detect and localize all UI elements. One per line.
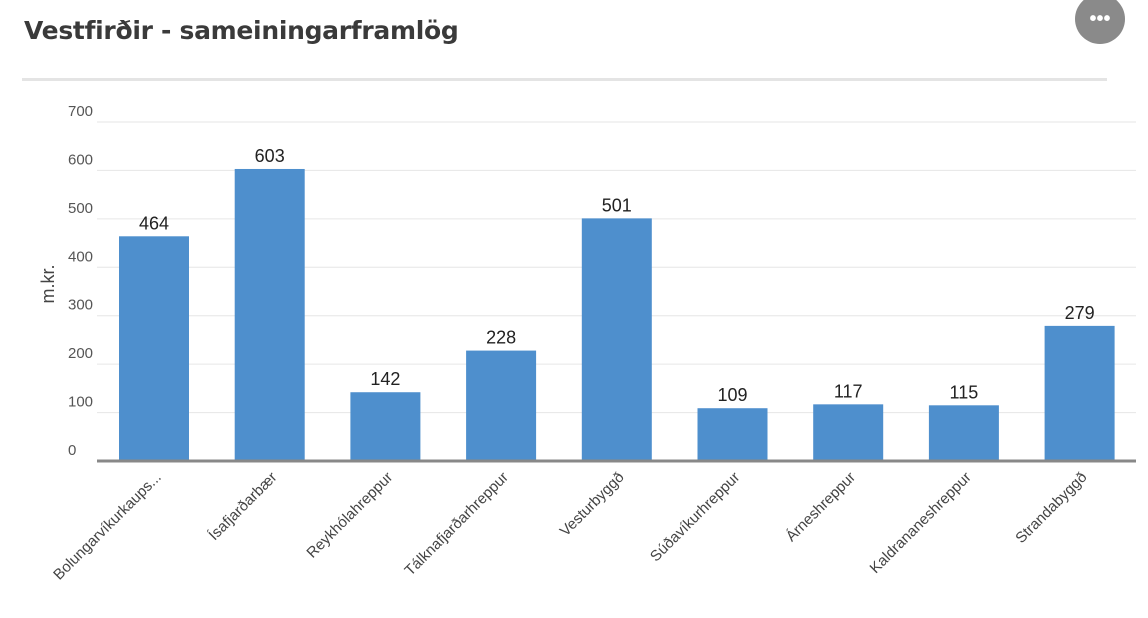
bar[interactable] — [581, 218, 652, 461]
data-label: 464 — [139, 213, 169, 233]
y-tick-label: 600 — [68, 151, 93, 168]
bar[interactable] — [1044, 325, 1115, 461]
x-tick-label: Bolungarvíkurkaups... — [50, 469, 165, 584]
data-label: 603 — [255, 146, 285, 166]
y-tick-label: 400 — [68, 248, 93, 265]
data-label: 279 — [1065, 303, 1095, 323]
y-tick-label: 200 — [68, 345, 93, 362]
y-tick-label: 0 — [68, 442, 76, 459]
bars — [119, 168, 1115, 461]
bar[interactable] — [119, 236, 189, 461]
y-tick-label: 500 — [68, 200, 93, 217]
y-tick-label: 100 — [68, 394, 93, 411]
bar[interactable] — [928, 405, 999, 461]
x-tick-label: Ísafjarðarbær — [205, 469, 280, 544]
more-options-button[interactable]: ••• — [1075, 0, 1125, 44]
data-label: 115 — [950, 382, 979, 402]
x-tick-label: Vesturbyggð — [557, 469, 628, 540]
y-axis-label: m.kr. — [38, 265, 58, 304]
x-tick-label: Kaldrananeshreppur — [867, 469, 975, 577]
bar[interactable] — [466, 350, 537, 461]
y-tick-label: 300 — [68, 297, 93, 314]
x-tick-label: Árneshreppur — [783, 469, 859, 545]
x-tick-label: Tálknafjarðarhreppur — [401, 469, 511, 579]
x-tick-label: Reykhólahreppur — [303, 469, 396, 562]
bar[interactable] — [813, 404, 884, 461]
data-label: 501 — [602, 195, 632, 215]
bar[interactable] — [697, 408, 768, 461]
data-label: 117 — [834, 381, 863, 401]
header-divider — [22, 78, 1107, 81]
chart-title: Vestfirðir - sameiningarframlög — [24, 16, 459, 45]
x-tick-label: Strandabyggð — [1012, 469, 1090, 547]
data-label: 228 — [486, 328, 516, 348]
x-axis-ticks: Bolungarvíkurkaups... Ísafjarðarbær Reykhó… — [50, 469, 1090, 584]
data-label: 109 — [717, 385, 747, 405]
y-axis-ticks: 0 100 200 300 400 500 600 700 — [68, 103, 93, 459]
y-tick-label: 700 — [68, 103, 93, 120]
bar[interactable] — [234, 168, 305, 461]
bar[interactable] — [350, 392, 421, 461]
data-label: 142 — [370, 369, 400, 389]
x-tick-label: Súðavíkurhreppur — [647, 469, 743, 565]
data-labels: 464 603 142 228 501 109 117 115 279 — [139, 146, 1095, 405]
